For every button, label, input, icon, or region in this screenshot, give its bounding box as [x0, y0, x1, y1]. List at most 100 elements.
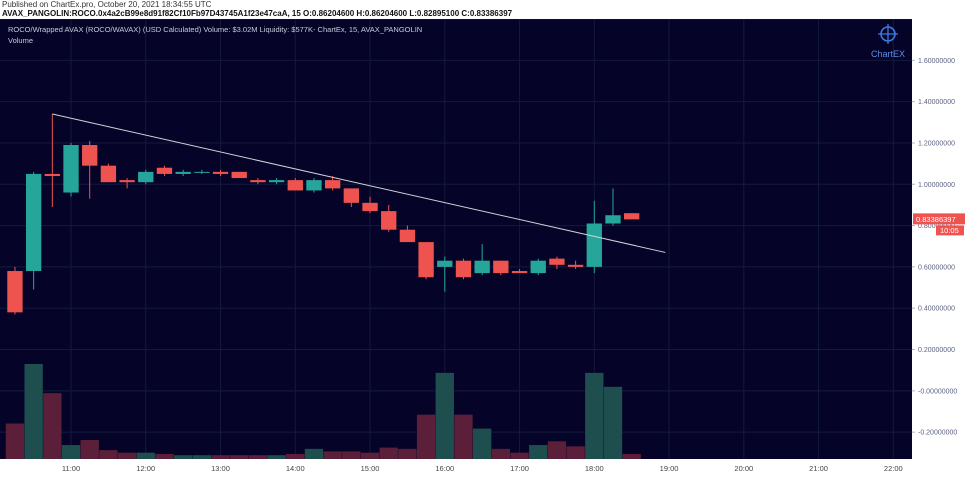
volume-bar	[473, 428, 492, 459]
volume-bar	[61, 445, 81, 459]
volume-bar	[304, 448, 324, 459]
time-axis: 11:00 12:00 13:00 14:00 15:00 16:00 17:00 18:00…	[62, 464, 903, 473]
volume-bar	[585, 372, 604, 459]
candle-body	[605, 215, 621, 224]
candle-body	[82, 145, 98, 166]
candle-body	[381, 211, 397, 230]
candle-body	[7, 271, 23, 313]
time-tick-label: 19:00	[660, 464, 679, 473]
volume-bar	[5, 423, 25, 459]
time-tick-label: 20:00	[734, 464, 753, 473]
candle-body	[493, 260, 509, 274]
volume-bar	[379, 447, 398, 459]
volume-bar	[547, 441, 567, 459]
volume-bar	[342, 451, 361, 459]
candle-body	[100, 165, 117, 183]
candle-body	[324, 180, 341, 189]
volume-bar	[248, 455, 268, 459]
time-tick-label: 12:00	[136, 464, 155, 473]
candle-body	[586, 223, 602, 267]
time-tick-label: 16:00	[435, 464, 454, 473]
volume-bars	[5, 364, 641, 459]
candle-body	[343, 188, 360, 203]
candle-body	[287, 180, 303, 191]
price-tick-label: 0.40000000	[918, 306, 955, 313]
price-tick-label: 1.40000000	[918, 99, 955, 106]
candle-body	[306, 180, 322, 191]
candle-body	[138, 171, 154, 183]
price-axis: 1.60000000 1.40000000 1.20000000 1.00000000…	[912, 58, 957, 437]
published-note: Published on ChartEx.pro, October 20, 20…	[2, 0, 212, 9]
volume-bar	[360, 452, 380, 459]
volume-bar	[173, 455, 193, 459]
candle-body	[25, 173, 42, 272]
volume-bar	[286, 453, 305, 459]
candle-body	[156, 167, 173, 174]
time-tick-label: 13:00	[211, 464, 230, 473]
time-tick-label: 17:00	[510, 464, 529, 473]
time-tick-label: 14:00	[286, 464, 305, 473]
plot-background[interactable]	[0, 19, 912, 459]
price-tick-label: -0.00000000	[918, 388, 957, 395]
candle-body	[418, 242, 434, 278]
symbol-ohlc-line: AVAX_PANGOLIN:ROCO.0x4a2cB99e8d91f82Cf10…	[2, 9, 513, 18]
candle-body	[119, 180, 135, 183]
volume-bar	[80, 440, 99, 459]
candle-body	[362, 202, 378, 212]
volume-bar	[510, 452, 529, 459]
volume-bar	[230, 455, 249, 459]
candle-body	[212, 171, 229, 174]
candle-body	[231, 171, 247, 179]
volume-bar	[24, 364, 43, 459]
candle-body	[474, 260, 490, 274]
price-tick-label: -0.20000000	[918, 430, 957, 437]
time-tick-label: 15:00	[361, 464, 380, 473]
candle-body	[250, 180, 266, 183]
volume-bar	[192, 455, 211, 459]
candle-body	[399, 229, 416, 243]
price-axis-panel[interactable]	[912, 19, 967, 479]
volume-bar	[603, 386, 623, 459]
time-tick-label: 11:00	[62, 464, 80, 473]
chartex-logo: ChartEX	[871, 24, 905, 59]
candle-body	[175, 171, 191, 174]
volume-bar	[454, 414, 473, 459]
price-tick-label: 0.20000000	[918, 347, 955, 354]
volume-bar	[398, 448, 417, 459]
volume-bar	[155, 453, 174, 459]
volume-bar	[117, 452, 137, 459]
candle-body	[530, 260, 546, 274]
last-price-marker: 0.83386397 10:05	[913, 213, 965, 236]
logo-text: ChartEX	[871, 49, 905, 59]
legend-title: ROCO/Wrapped AVAX (ROCO/WAVAX) (USD Calc…	[8, 25, 422, 34]
candlestick-chart[interactable]: 1.60000000 1.40000000 1.20000000 1.00000000…	[0, 19, 967, 479]
volume-bar	[622, 453, 641, 459]
candle-body	[194, 171, 210, 173]
price-tick-label: 1.00000000	[918, 182, 955, 189]
volume-bar	[529, 445, 548, 459]
last-price-label: 0.83386397	[916, 215, 956, 224]
candle-body	[455, 260, 472, 278]
price-tick-label: 0.60000000	[918, 264, 955, 271]
volume-bar	[491, 448, 511, 459]
candle-body	[624, 213, 640, 220]
time-axis-panel[interactable]	[0, 459, 912, 479]
volume-bar	[136, 452, 155, 459]
time-tick-label: 22:00	[884, 464, 903, 473]
price-tick-label: 1.60000000	[918, 58, 955, 65]
price-tick-label: 1.20000000	[918, 140, 955, 147]
time-tick-label: 18:00	[585, 464, 604, 473]
volume-bar	[99, 450, 118, 459]
trendline[interactable]	[52, 113, 666, 253]
candle-body	[511, 271, 528, 274]
volume-bar	[435, 372, 454, 459]
candle-body	[549, 258, 565, 265]
volume-bar	[267, 455, 286, 459]
volume-bar	[211, 455, 230, 459]
time-tick-label: 21:00	[809, 464, 828, 473]
candle-body	[567, 264, 584, 267]
legend-volume: Volume	[8, 36, 33, 45]
last-price-box	[913, 213, 965, 225]
candle-body	[437, 260, 453, 267]
countdown-box	[936, 225, 964, 236]
